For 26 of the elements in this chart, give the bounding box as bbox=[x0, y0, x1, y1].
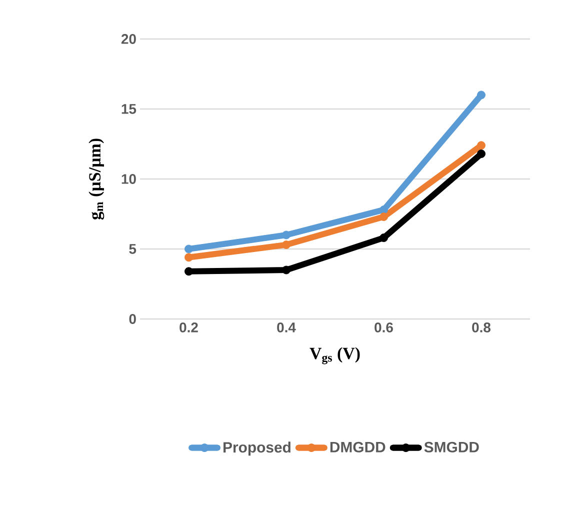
point bbox=[477, 141, 486, 150]
y-tick-label: 10 bbox=[122, 174, 136, 184]
point bbox=[380, 234, 388, 242]
y-axis-title: g$_{m}$ (µS/µm) bbox=[88, 138, 104, 220]
legend-label: Proposed bbox=[224, 442, 290, 456]
y-tick-label: 15 bbox=[122, 104, 136, 114]
point bbox=[282, 230, 291, 240]
point bbox=[380, 212, 388, 222]
point bbox=[380, 206, 388, 214]
x-axis-title: V$_{gs}$ (V) bbox=[310, 347, 360, 364]
point bbox=[282, 240, 291, 250]
y-tick-label: 0 bbox=[129, 314, 136, 324]
point bbox=[184, 253, 193, 262]
x-tick-label: 0.6 bbox=[374, 322, 393, 332]
legend-label: DMGDD bbox=[330, 442, 386, 452]
x-tick-label: 0.8 bbox=[472, 322, 491, 332]
x-tick-label: 0.4 bbox=[277, 322, 296, 332]
legend-label: SMGDD bbox=[424, 442, 479, 452]
y-tick-label: 20 bbox=[121, 34, 136, 44]
point bbox=[282, 266, 291, 274]
point bbox=[477, 90, 486, 100]
point bbox=[184, 267, 193, 276]
point bbox=[184, 244, 193, 254]
x-tick-label: 0.2 bbox=[180, 322, 198, 332]
point bbox=[477, 150, 486, 158]
y-tick-label: 5 bbox=[129, 244, 136, 254]
